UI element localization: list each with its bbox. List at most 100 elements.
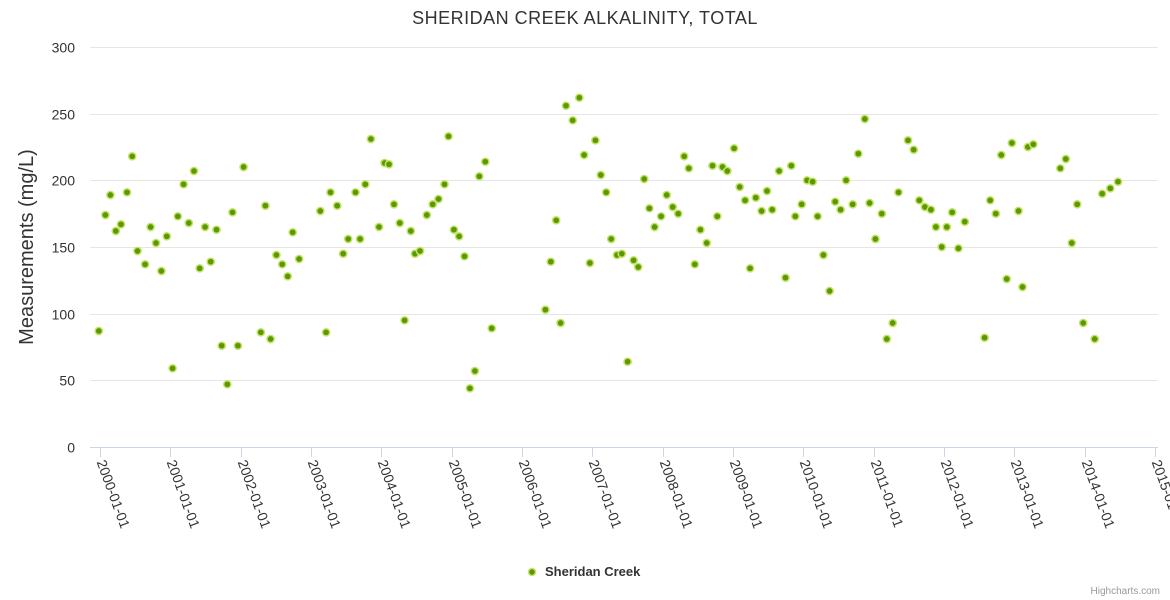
legend-label[interactable]: Sheridan Creek (545, 564, 641, 579)
data-point[interactable] (179, 179, 188, 189)
data-point[interactable] (877, 209, 887, 219)
data-point[interactable] (629, 255, 638, 265)
data-point[interactable] (931, 222, 941, 232)
data-point[interactable] (474, 171, 484, 181)
data-point[interactable] (568, 115, 578, 125)
data-point[interactable] (848, 199, 858, 209)
data-point[interactable] (579, 150, 589, 160)
data-point[interactable] (406, 226, 416, 236)
data-point[interactable] (860, 114, 870, 124)
credits-link[interactable]: Highcharts.com (1091, 586, 1160, 597)
data-point[interactable] (819, 250, 828, 260)
data-point[interactable] (116, 219, 126, 229)
data-point[interactable] (645, 203, 654, 213)
data-point[interactable] (673, 209, 683, 219)
data-point[interactable] (1014, 206, 1023, 216)
data-point[interactable] (696, 225, 705, 235)
data-point[interactable] (239, 162, 248, 172)
data-point[interactable] (384, 159, 394, 169)
data-point[interactable] (1061, 154, 1071, 164)
data-point[interactable] (786, 161, 796, 171)
data-point[interactable] (449, 225, 459, 235)
data-point[interactable] (228, 207, 237, 217)
data-point[interactable] (434, 194, 443, 204)
data-point[interactable] (133, 246, 142, 256)
data-point[interactable] (684, 163, 694, 173)
data-point[interactable] (708, 161, 717, 171)
data-point[interactable] (460, 251, 469, 261)
data-point[interactable] (865, 198, 874, 208)
data-point[interactable] (894, 187, 903, 197)
data-point[interactable] (444, 131, 453, 141)
data-point[interactable] (415, 246, 425, 256)
data-point[interactable] (351, 187, 360, 197)
data-point[interactable] (315, 206, 325, 216)
data-point[interactable] (813, 211, 822, 221)
data-point[interactable] (400, 315, 409, 325)
data-point[interactable] (985, 195, 995, 205)
data-point[interactable] (585, 258, 595, 268)
data-point[interactable] (980, 333, 989, 343)
data-point[interactable] (836, 205, 845, 215)
data-point[interactable] (272, 250, 281, 260)
data-point[interactable] (556, 318, 565, 328)
data-point[interactable] (767, 205, 777, 215)
data-point[interactable] (740, 195, 750, 205)
data-point[interactable] (926, 205, 936, 215)
data-point[interactable] (389, 199, 399, 209)
data-point[interactable] (480, 157, 490, 167)
data-point[interactable] (1028, 139, 1038, 149)
data-point[interactable] (184, 218, 194, 228)
data-point[interactable] (1018, 282, 1027, 292)
data-point[interactable] (871, 234, 880, 244)
data-point[interactable] (574, 93, 584, 103)
data-point[interactable] (841, 175, 851, 185)
data-point[interactable] (551, 215, 561, 225)
data-point[interactable] (633, 262, 643, 272)
data-point[interactable] (422, 210, 432, 220)
data-point[interactable] (991, 209, 1001, 219)
data-point[interactable] (561, 101, 571, 111)
data-point[interactable] (954, 243, 963, 253)
data-point[interactable] (321, 327, 331, 337)
data-point[interactable] (261, 201, 270, 211)
data-point[interactable] (729, 143, 739, 153)
data-point[interactable] (960, 217, 970, 227)
data-point[interactable] (712, 211, 722, 221)
data-point[interactable] (830, 197, 840, 207)
data-point[interactable] (774, 166, 784, 176)
data-point[interactable] (440, 179, 449, 189)
data-point[interactable] (662, 190, 672, 200)
data-point[interactable] (903, 135, 913, 145)
data-point[interactable] (146, 222, 155, 232)
data-point[interactable] (151, 238, 161, 248)
data-point[interactable] (212, 225, 221, 235)
data-point[interactable] (127, 151, 137, 161)
data-point[interactable] (888, 318, 898, 328)
data-point[interactable] (702, 238, 712, 248)
data-point[interactable] (606, 234, 616, 244)
data-point[interactable] (623, 357, 632, 367)
data-point[interactable] (1007, 138, 1017, 148)
data-point[interactable] (366, 134, 376, 144)
data-point[interactable] (1097, 189, 1107, 199)
data-point[interactable] (374, 222, 384, 232)
data-point[interactable] (639, 174, 649, 184)
data-point[interactable] (465, 383, 475, 393)
data-point[interactable] (735, 182, 745, 192)
data-point[interactable] (168, 363, 177, 373)
data-point[interactable] (1090, 334, 1100, 344)
data-point[interactable] (617, 249, 627, 259)
data-point[interactable] (853, 149, 863, 159)
data-point[interactable] (1002, 274, 1012, 284)
data-point[interactable] (195, 263, 205, 273)
data-point[interactable] (745, 263, 755, 273)
data-point[interactable] (668, 202, 678, 212)
data-point[interactable] (157, 266, 166, 276)
data-point[interactable] (937, 242, 947, 252)
data-point[interactable] (454, 231, 464, 241)
data-point[interactable] (294, 254, 304, 264)
data-point[interactable] (94, 326, 104, 336)
data-point[interactable] (882, 334, 892, 344)
data-point[interactable] (825, 286, 834, 296)
